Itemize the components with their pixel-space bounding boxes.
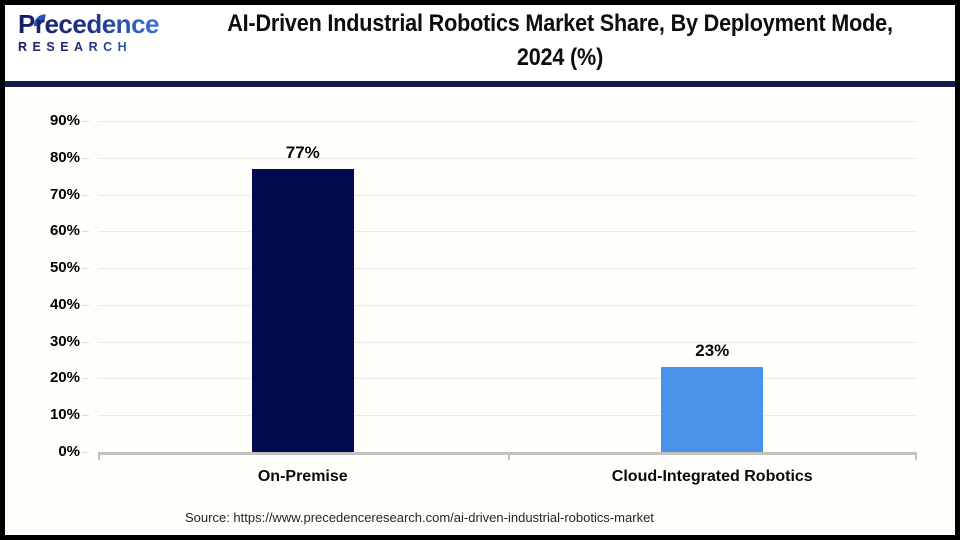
chart-title: AI-Driven Industrial Robotics Market Sha… xyxy=(207,7,913,75)
gridline xyxy=(98,378,917,380)
x-axis-tick xyxy=(98,452,100,460)
header-divider xyxy=(0,81,960,87)
y-tick-label: 10% xyxy=(49,406,80,424)
source-note: Source: https://www.precedenceresearch.c… xyxy=(185,510,654,525)
y-tick-mark xyxy=(82,268,89,270)
y-tick-label: 20% xyxy=(49,369,80,387)
value-label-on-premise: 77% xyxy=(285,142,320,162)
header: Precedence RESEARCH AI-Driven Industrial… xyxy=(0,0,960,81)
y-tick-mark xyxy=(82,157,89,159)
y-tick-mark xyxy=(82,378,89,380)
chart-title-line-2: 2024 (%) xyxy=(516,44,604,71)
gridline xyxy=(98,341,917,343)
logo-name: Precedence xyxy=(18,9,168,39)
chart-area-background xyxy=(0,87,960,540)
precedence-logo: Precedence RESEARCH xyxy=(18,9,168,54)
gridline xyxy=(98,304,917,306)
y-tick-mark xyxy=(82,304,89,306)
x-axis-tick xyxy=(507,452,510,460)
x-category-label-cloud-integrated-robotics: Cloud-Integrated Robotics xyxy=(611,468,813,485)
gridline xyxy=(98,231,917,233)
x-category-label-on-premise: On-Premise xyxy=(257,468,348,485)
y-tick-label: 0% xyxy=(58,443,80,460)
y-tick-mark xyxy=(82,194,89,196)
y-tick-label: 70% xyxy=(49,185,80,203)
y-tick-mark xyxy=(82,452,89,453)
y-tick-mark xyxy=(82,121,89,122)
gridline xyxy=(98,268,917,270)
y-tick-label: 30% xyxy=(49,332,80,350)
y-tick-mark xyxy=(82,341,89,343)
gridline xyxy=(98,157,917,159)
chart-title-line-1: AI-Driven Industrial Robotics Market Sha… xyxy=(227,10,893,37)
y-tick-mark xyxy=(82,231,89,233)
y-tick-label: 60% xyxy=(49,222,80,240)
gridline xyxy=(98,121,917,122)
gridline xyxy=(98,415,917,417)
y-tick-label: 90% xyxy=(49,112,80,129)
logo-subtitle: RESEARCH xyxy=(18,40,168,54)
value-label-cloud-integrated-robotics: 23% xyxy=(695,341,730,361)
bar-on-premise xyxy=(251,168,354,452)
bar-cloud-integrated-robotics xyxy=(661,367,764,452)
y-tick-label: 80% xyxy=(49,148,80,166)
y-tick-label: 40% xyxy=(49,295,80,313)
y-tick-mark xyxy=(82,415,89,417)
y-tick-label: 50% xyxy=(49,259,80,277)
logo-leaf-icon xyxy=(33,14,46,27)
gridline xyxy=(98,194,917,196)
x-axis-tick xyxy=(915,452,917,460)
